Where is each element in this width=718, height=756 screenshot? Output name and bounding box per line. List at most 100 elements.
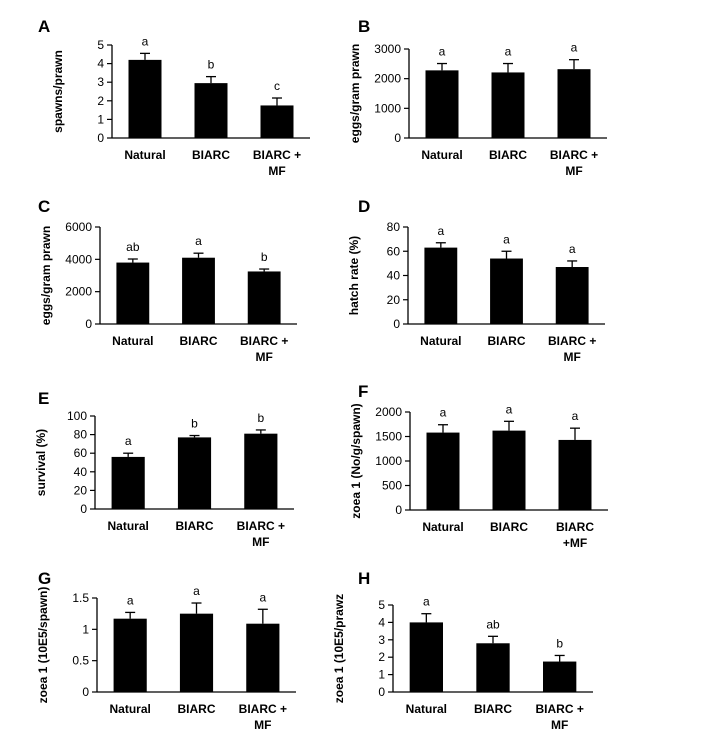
panel-f-sig-label: a: [440, 406, 447, 420]
panel-h-category-label: BIARC +: [535, 702, 583, 716]
panel-d-bar: [555, 267, 589, 324]
panel-c-ytick-label: 6000: [65, 220, 92, 234]
panel-a-sig-label: b: [208, 58, 215, 72]
panel-h-sig-label: a: [423, 595, 430, 609]
panel-g-sig-label: a: [127, 593, 134, 607]
panel-b-category-label: BIARC +: [550, 148, 598, 162]
panel-g-sig-label: a: [193, 584, 200, 598]
panel-c-category-label: BIARC: [180, 334, 218, 348]
panel-h-ytick-label: 1: [378, 668, 385, 682]
panel-e-ytick-label: 0: [80, 502, 87, 516]
panel-b-bar: [425, 70, 459, 138]
panel-a-bar: [260, 105, 294, 138]
panel-d-sig-label: a: [569, 242, 576, 256]
panel-f-ytick-label: 0: [395, 503, 402, 517]
panel-b-sig-label: a: [571, 41, 578, 55]
panel-d-ytick-label: 80: [387, 220, 401, 234]
panel-a-sig-label: c: [274, 79, 280, 93]
panel-c-bar: [247, 271, 281, 324]
panel-h-ytick-label: 4: [378, 615, 385, 629]
panel-f-ytick-label: 2000: [375, 405, 402, 419]
panel-h-bar: [409, 622, 443, 692]
panel-d-category-label: BIARC +: [548, 334, 596, 348]
panel-f-ytick-label: 1000: [375, 454, 402, 468]
panel-b-bar: [557, 69, 591, 138]
panel-c-bar: [182, 257, 215, 324]
panel-c-bar: [116, 262, 150, 324]
panel-d-sig-label: a: [437, 224, 444, 238]
panel-a-category-label: MF: [268, 164, 285, 178]
panel-h-sig-label: ab: [486, 617, 500, 631]
panel-e-bar: [244, 433, 278, 509]
panel-c-sig-label: ab: [126, 240, 140, 254]
panel-f-category-label: +MF: [563, 536, 587, 550]
panel-g-ytick-label: 1: [82, 622, 89, 636]
panel-c-ylabel: eggs/gram prawn: [39, 226, 53, 325]
panel-g-sig-label: a: [259, 590, 266, 604]
panel-e-bar: [111, 456, 145, 509]
panel-g-bar: [246, 623, 280, 692]
panel-h-bar: [543, 661, 577, 692]
panel-g-letter: G: [38, 569, 51, 588]
panel-g-ytick-label: 1.5: [72, 591, 89, 605]
panel-d-ytick-label: 20: [387, 293, 401, 307]
panel-e-ylabel: survival (%): [34, 429, 48, 496]
panel-g-ytick-label: 0.5: [72, 654, 89, 668]
panel-f-category-label: BIARC: [490, 520, 528, 534]
panel-f-bar: [558, 439, 592, 510]
panel-g-ytick-label: 0: [82, 685, 89, 699]
panel-h-ytick-label: 2: [378, 650, 385, 664]
panel-g-category-label: BIARC: [178, 702, 216, 716]
panel-e-ytick-label: 80: [74, 428, 88, 442]
panel-d-bar: [490, 258, 523, 324]
panel-g-category-label: BIARC +: [239, 702, 287, 716]
panel-f-ytick-label: 1500: [375, 430, 402, 444]
panel-g-bar: [179, 613, 214, 692]
panel-e-category-label: MF: [252, 535, 269, 549]
panel-b-sig-label: a: [439, 45, 446, 59]
panel-e-sig-label: b: [257, 411, 264, 425]
panel-f-sig-label: a: [506, 402, 513, 416]
panel-a-letter: A: [38, 17, 50, 36]
panel-b-ytick-label: 3000: [374, 42, 401, 56]
panel-a-category-label: BIARC: [192, 148, 230, 162]
panel-d-sig-label: a: [503, 232, 510, 246]
panel-b-ylabel: eggs/gram prawn: [348, 44, 362, 143]
panel-d-letter: D: [358, 197, 370, 216]
panel-e-ytick-label: 40: [74, 465, 88, 479]
panel-e-category-label: BIARC: [176, 519, 214, 533]
panel-f-ylabel: zoea 1 (No/g/spawn): [349, 403, 363, 518]
panel-a-ylabel: spawns/prawn: [51, 50, 65, 133]
panel-h-letter: H: [358, 569, 370, 588]
panel-e-sig-label: b: [191, 417, 198, 431]
panel-a-ytick-label: 3: [97, 75, 104, 89]
panel-e-category-label: Natural: [107, 519, 148, 533]
panel-c-sig-label: b: [261, 250, 268, 264]
panel-a-ytick-label: 0: [97, 131, 104, 145]
panel-c-category-label: MF: [256, 350, 273, 364]
panel-d-category-label: BIARC: [488, 334, 526, 348]
panel-b-letter: B: [358, 17, 370, 36]
panel-c-letter: C: [38, 197, 50, 216]
panel-e-ytick-label: 100: [67, 409, 87, 423]
panel-h-bar: [476, 643, 510, 692]
panel-h-category-label: MF: [551, 718, 568, 732]
panel-b-sig-label: a: [505, 45, 512, 59]
panel-g-bar: [113, 618, 147, 692]
panel-h-ylabel: zoea 1 (10E5/prawz: [332, 594, 346, 703]
panel-b-ytick-label: 1000: [374, 101, 401, 115]
panel-b-ytick-label: 0: [394, 131, 401, 145]
panel-h-sig-label: b: [556, 636, 563, 650]
panel-a-ytick-label: 2: [97, 94, 104, 108]
panel-h-category-label: BIARC: [474, 702, 512, 716]
panel-h-ytick-label: 5: [378, 598, 385, 612]
panel-a-ytick-label: 4: [97, 57, 104, 71]
panel-d-ytick-label: 0: [393, 317, 400, 331]
panel-c-category-label: Natural: [112, 334, 153, 348]
panel-f-category-label: BIARC: [556, 520, 594, 534]
panel-c-sig-label: a: [195, 234, 202, 248]
panel-h-ytick-label: 3: [378, 633, 385, 647]
panel-g-category-label: MF: [254, 718, 271, 732]
panel-d-bar: [424, 247, 458, 324]
